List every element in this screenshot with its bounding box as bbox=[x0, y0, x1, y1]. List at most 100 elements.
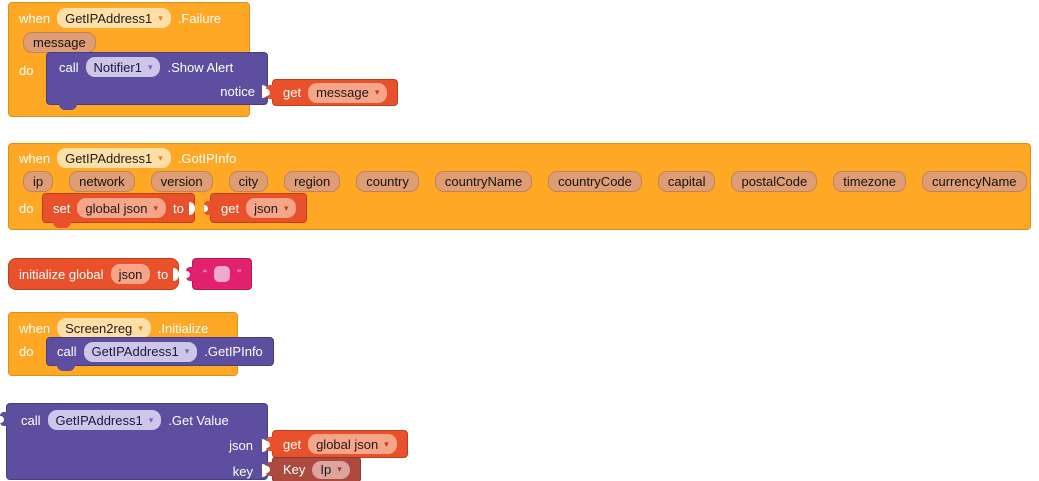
event-param-chip[interactable]: message bbox=[23, 32, 96, 53]
dropdown-value: Ip bbox=[320, 462, 332, 477]
dropdown-value: GetIPAddress1 bbox=[65, 150, 153, 166]
connector-bump bbox=[53, 222, 71, 228]
dropdown-value: GetIPAddress1 bbox=[55, 412, 143, 428]
component-dropdown[interactable]: GetIPAddress1 ▾ bbox=[57, 148, 171, 168]
value-plug bbox=[0, 412, 9, 426]
when-label: when bbox=[19, 10, 51, 26]
dropdown-arrow-icon: ▾ bbox=[184, 346, 190, 356]
arg-label-notice: notice bbox=[220, 84, 255, 99]
get-label: get bbox=[221, 200, 240, 216]
dropdown-value: json bbox=[254, 200, 278, 216]
get-label: get bbox=[283, 436, 302, 452]
connector-bump bbox=[59, 104, 77, 110]
method-name-label: .Show Alert bbox=[167, 59, 234, 75]
when-label: when bbox=[19, 150, 51, 166]
field-value: json bbox=[118, 266, 143, 282]
call-label: call bbox=[21, 412, 41, 428]
set-global-json-block[interactable]: set global json ▾ to bbox=[42, 193, 195, 228]
event-param-chip[interactable]: capital bbox=[657, 171, 716, 192]
method-name-label: .Get Value bbox=[168, 412, 229, 428]
value-plug bbox=[186, 267, 195, 281]
component-dropdown[interactable]: Screen2reg ▾ bbox=[57, 318, 151, 338]
dropdown-value: Screen2reg bbox=[65, 320, 133, 336]
event-name-label: .Failure bbox=[177, 10, 222, 26]
variable-name-field[interactable]: json bbox=[110, 264, 151, 284]
get-label: get bbox=[283, 85, 302, 100]
component-dropdown[interactable]: GetIPAddress1 ▾ bbox=[57, 8, 171, 28]
event-name-label: .Initialize bbox=[157, 320, 209, 336]
dropdown-value: global json bbox=[85, 200, 148, 216]
socket-notch bbox=[262, 85, 268, 98]
variable-dropdown[interactable]: global json ▾ bbox=[77, 198, 167, 218]
key-label: Key bbox=[283, 462, 306, 477]
call-get-value-block[interactable]: call GetIPAddress1 ▾ .Get Value json key bbox=[0, 403, 268, 480]
variable-dropdown[interactable]: message ▾ bbox=[308, 82, 388, 103]
dropdown-value: message bbox=[316, 85, 369, 100]
dropdown-arrow-icon: ▾ bbox=[138, 322, 143, 333]
dropdown-value: global json bbox=[316, 436, 379, 452]
do-label: do bbox=[19, 201, 34, 216]
get-message-block[interactable]: get message ▾ bbox=[266, 79, 399, 106]
arg-label-json: json bbox=[229, 438, 253, 453]
event-name-label: .GotIPInfo bbox=[177, 150, 237, 166]
event-param-chip[interactable]: region bbox=[284, 171, 341, 192]
call-getipinfo-block[interactable]: call GetIPAddress1 ▾ .GetIPInfo bbox=[46, 337, 274, 371]
dropdown-arrow-icon: ▾ bbox=[147, 61, 153, 72]
event-param-chip[interactable]: country bbox=[356, 171, 419, 192]
dropdown-value: Notifier1 bbox=[93, 59, 142, 75]
key-dropdown[interactable]: Ip ▾ bbox=[312, 460, 350, 479]
component-dropdown[interactable]: Notifier1 ▾ bbox=[85, 57, 161, 77]
dropdown-arrow-icon: ▾ bbox=[384, 438, 389, 449]
value-plug bbox=[266, 437, 275, 451]
socket-notch bbox=[188, 202, 195, 215]
socket-notch bbox=[173, 268, 180, 281]
dropdown-arrow-icon: ▾ bbox=[158, 152, 163, 163]
event-param-chip[interactable]: currencyName bbox=[922, 171, 1027, 192]
event-param-chip[interactable]: ip bbox=[23, 171, 54, 192]
socket-notch bbox=[262, 464, 268, 477]
dropdown-arrow-icon: ▾ bbox=[337, 464, 342, 474]
value-plug bbox=[266, 462, 275, 476]
connector-bump bbox=[57, 365, 75, 371]
value-plug bbox=[266, 85, 275, 99]
component-dropdown[interactable]: GetIPAddress1 ▾ bbox=[47, 410, 162, 430]
value-plug bbox=[204, 201, 213, 215]
to-label: to bbox=[173, 200, 184, 216]
component-dropdown[interactable]: GetIPAddress1 ▾ bbox=[83, 341, 198, 362]
string-text-field[interactable] bbox=[214, 266, 230, 282]
dropdown-value: GetIPAddress1 bbox=[65, 10, 153, 26]
event-param-chip[interactable]: network bbox=[69, 171, 135, 192]
dropdown-arrow-icon: ▾ bbox=[148, 414, 154, 425]
dropdown-value: GetIPAddress1 bbox=[91, 344, 179, 359]
socket-notch bbox=[262, 439, 268, 452]
variable-dropdown[interactable]: json ▾ bbox=[246, 198, 297, 218]
event-param-chip[interactable]: countryName bbox=[434, 171, 533, 192]
empty-string-block[interactable]: “ ” bbox=[186, 258, 252, 290]
when-gotipinfo-event-block[interactable]: when GetIPAddress1 ▾ .GotIPInfo ip netwo… bbox=[8, 143, 1031, 230]
initialize-global-label: initialize global bbox=[19, 266, 104, 282]
event-param-chip[interactable]: timezone bbox=[833, 171, 906, 192]
call-label: call bbox=[59, 59, 79, 75]
method-name-label: .GetIPInfo bbox=[204, 344, 263, 359]
close-quote: ” bbox=[237, 267, 241, 281]
dropdown-arrow-icon: ▾ bbox=[283, 202, 289, 213]
do-label: do bbox=[19, 63, 34, 78]
key-ip-block[interactable]: Key Ip ▾ bbox=[266, 457, 361, 481]
initialize-global-json-block[interactable]: initialize global json to bbox=[8, 258, 180, 290]
call-label: call bbox=[57, 344, 77, 359]
set-label: set bbox=[53, 200, 71, 216]
dropdown-arrow-icon: ▾ bbox=[153, 202, 159, 213]
get-json-block[interactable]: get json ▾ bbox=[204, 193, 308, 223]
to-label: to bbox=[157, 266, 169, 282]
call-notifier-showalert-block[interactable]: call Notifier1 ▾ .Show Alert notice bbox=[46, 52, 268, 110]
event-param-chip[interactable]: version bbox=[150, 171, 213, 192]
event-param-chip[interactable]: countryCode bbox=[548, 171, 642, 192]
get-global-json-block[interactable]: get global json ▾ bbox=[266, 430, 408, 458]
dropdown-arrow-icon: ▾ bbox=[158, 12, 163, 23]
event-param-chip[interactable]: postalCode bbox=[731, 171, 818, 192]
do-label: do bbox=[19, 344, 34, 359]
variable-dropdown[interactable]: global json ▾ bbox=[308, 434, 397, 454]
event-param-chip[interactable]: city bbox=[228, 171, 269, 192]
open-quote: “ bbox=[203, 267, 207, 281]
